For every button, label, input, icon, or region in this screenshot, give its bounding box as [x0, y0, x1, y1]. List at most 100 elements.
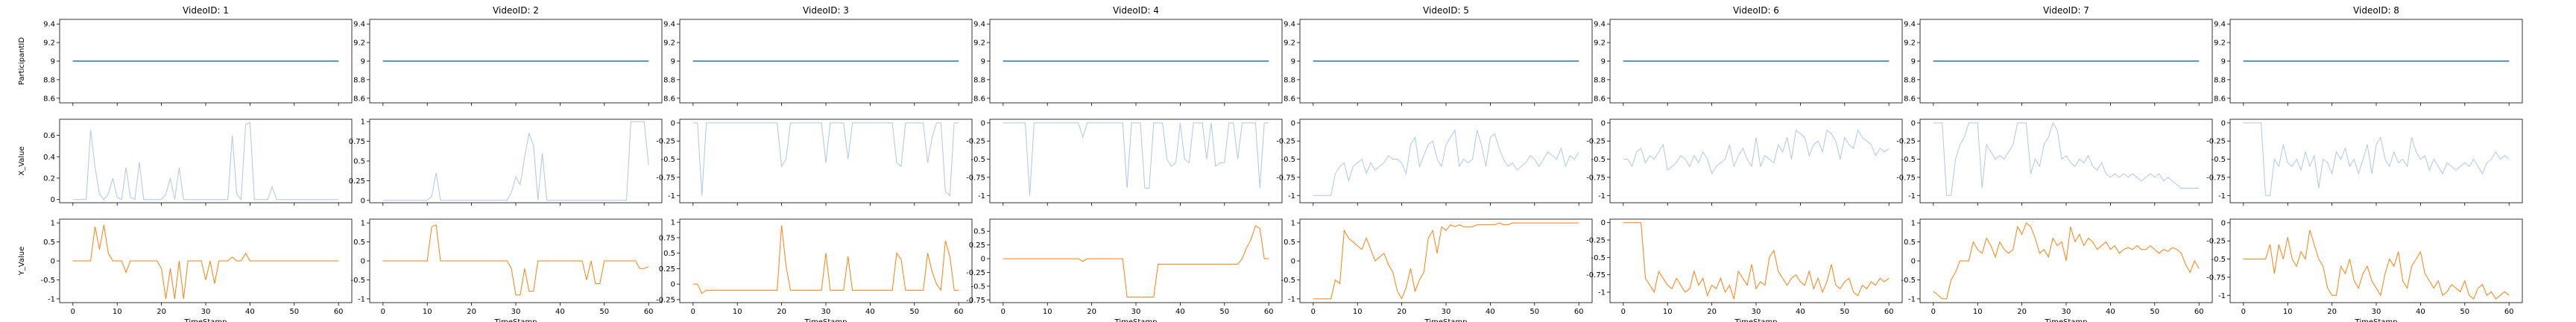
y-tick-label: 0.5 — [1904, 239, 1916, 247]
panel-video-8: VideoID: 8 8.6 8.8 9 9.2 9.4 -1 -0.75 -0.5 -0.25 0… — [2206, 5, 2523, 322]
panel-video-2: VideoID: 2 8.6 8.8 9 9.2 9.4 0 0.25 0.5 0.75 1 -1 -0… — [349, 5, 663, 322]
series-line — [72, 224, 339, 299]
x-tick-label: 0 — [1001, 308, 1006, 316]
axes-5-x-value: -1 -0.75 -0.5 -0.25 0 — [1276, 119, 1593, 206]
y-tick-label: 9.4 — [353, 21, 365, 29]
y-tick-label: 0 — [671, 119, 675, 127]
x-tick-label: 40 — [555, 308, 565, 316]
y-tick-label: 9.4 — [2214, 21, 2226, 29]
x-tick-label: 20 — [777, 308, 786, 316]
x-tick-label: 10 — [2283, 308, 2293, 316]
y-tick-label: 8.6 — [1594, 95, 1606, 103]
x-tick-label: 30 — [1752, 308, 1761, 316]
y-tick-label: 8.8 — [973, 76, 985, 84]
y-tick-label: 9.2 — [1904, 40, 1916, 48]
y-tick-label: 0.75 — [349, 138, 365, 146]
y-tick-label: 0 — [1601, 219, 1606, 227]
y-tick-label: 8.8 — [1904, 76, 1916, 84]
axes-5-participantid: 8.6 8.8 9 9.2 9.4 — [1284, 19, 1593, 106]
y-tick-label: 1 — [671, 219, 675, 227]
y-tick-label: -0.25 — [966, 138, 985, 146]
x-tick-label: 50 — [2150, 308, 2159, 316]
x-tick-label: 40 — [2106, 308, 2115, 316]
axes-8-participantid: 8.6 8.8 9 9.2 9.4 — [2214, 19, 2523, 106]
y-tick-label: -1 — [48, 295, 55, 303]
y-tick-label: 9.4 — [663, 21, 675, 29]
y-axis-label: X_Value — [18, 146, 26, 175]
y-tick-label: 1 — [1911, 220, 1916, 228]
x-tick-label: 60 — [334, 308, 344, 316]
y-tick-label: 0 — [1911, 119, 1916, 127]
axes-frame — [2229, 218, 2523, 303]
axes-7-y-value: -1-0.500.510102030405060TimeStamp — [1901, 218, 2213, 322]
x-tick-label: 50 — [289, 308, 299, 316]
x-tick-label: 10 — [113, 308, 122, 316]
panel-title: VideoID: 3 — [803, 5, 849, 16]
y-tick-label: -0.5 — [350, 277, 365, 285]
y-tick-label: 8.8 — [1284, 76, 1295, 84]
x-tick-label: 60 — [644, 308, 654, 316]
y-tick-label: -0.5 — [970, 282, 985, 291]
y-tick-label: 0.5 — [353, 158, 365, 166]
x-tick-label: 20 — [157, 308, 166, 316]
y-tick-label: -0.75 — [966, 297, 985, 305]
y-tick-label: 0.75 — [659, 234, 675, 242]
x-tick-label: 0 — [691, 308, 695, 316]
y-tick-label: 9 — [671, 58, 675, 66]
y-tick-label: 8.8 — [663, 76, 675, 84]
y-tick-label: -0.5 — [1901, 156, 1916, 164]
y-tick-label: 9.2 — [973, 40, 985, 48]
y-tick-label: -0.75 — [656, 174, 675, 182]
y-tick-label: 9.2 — [1594, 40, 1606, 48]
x-tick-label: 10 — [423, 308, 432, 316]
y-tick-label: 8.8 — [1594, 76, 1606, 84]
x-tick-label: 40 — [2416, 308, 2425, 316]
y-tick-label: -0.25 — [1276, 138, 1295, 146]
x-tick-label: 50 — [909, 308, 919, 316]
axes-frame — [1919, 119, 2213, 203]
x-tick-label: 60 — [954, 308, 964, 316]
y-tick-label: 0.5 — [1284, 239, 1295, 247]
y-tick-label: -0.25 — [2206, 238, 2226, 246]
y-axis-label: Y_Value — [18, 247, 26, 277]
y-tick-label: 8.6 — [43, 95, 55, 103]
x-tick-label: 30 — [511, 308, 521, 316]
x-tick-label: 10 — [1973, 308, 1983, 316]
y-tick-label: 0.25 — [349, 177, 365, 186]
panel-video-1: VideoID: 1 8.6 8.8 9 9.2 9.4 ParticipantID 0 0.2… — [18, 5, 353, 322]
y-tick-label: 9 — [981, 58, 985, 66]
y-tick-label: 0.4 — [43, 154, 55, 162]
series-line — [1623, 222, 1890, 300]
series-line — [1313, 222, 1579, 300]
y-tick-label: 0.6 — [43, 132, 55, 140]
x-tick-label: 10 — [1043, 308, 1052, 316]
x-tick-label: 40 — [865, 308, 875, 316]
y-tick-label: -0.75 — [1586, 271, 1606, 280]
x-tick-label: 40 — [1486, 308, 1495, 316]
x-tick-label: 30 — [821, 308, 831, 316]
y-tick-label: 0 — [1291, 119, 1295, 127]
y-tick-label: -1 — [668, 192, 675, 201]
panel-title: VideoID: 6 — [1733, 5, 1779, 16]
y-tick-label: -1 — [1598, 289, 1606, 297]
series-line — [2243, 122, 2510, 196]
x-tick-label: 0 — [381, 308, 385, 316]
x-tick-label: 40 — [1796, 308, 1805, 316]
y-tick-label: 0 — [981, 256, 985, 264]
y-tick-label: 8.6 — [973, 95, 985, 103]
panel-video-4: VideoID: 4 8.6 8.8 9 9.2 9.4 -1 -0.75 -0.5 -0.25 0… — [966, 5, 1283, 322]
y-tick-label: -0.75 — [1586, 174, 1606, 182]
y-tick-label: 1 — [1291, 220, 1295, 228]
y-tick-label: 9.4 — [973, 21, 985, 29]
x-axis-label: TimeStamp — [1424, 318, 1468, 322]
axes-frame — [1299, 119, 1593, 203]
y-tick-label: 8.8 — [43, 76, 55, 84]
x-tick-label: 0 — [1311, 308, 1316, 316]
x-tick-label: 50 — [1219, 308, 1229, 316]
series-line — [382, 121, 649, 201]
x-tick-label: 60 — [1574, 308, 1584, 316]
axes-2-x-value: 0 0.25 0.5 0.75 1 — [349, 119, 663, 206]
